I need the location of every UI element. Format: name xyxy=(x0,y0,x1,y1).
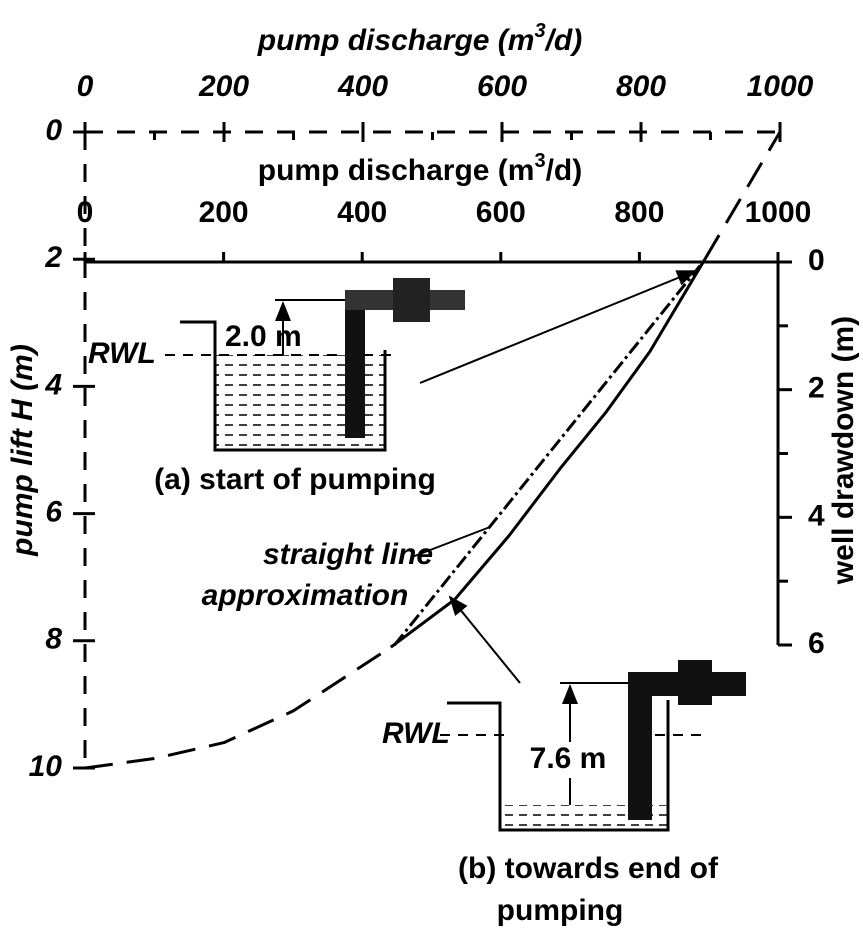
inset-end: RWL 7.6 m (b) towards end of pumping xyxy=(382,660,746,927)
x2-tick-label: 1000 xyxy=(745,196,812,229)
y2-axis-title: well drawdown (m) xyxy=(827,316,860,585)
inset-start: RWL 2.0 m (a) start of pumping xyxy=(88,278,465,496)
pump xyxy=(393,278,430,322)
y-tick-label: 10 xyxy=(29,750,63,783)
x2-tick-label: 400 xyxy=(337,196,387,229)
y2-tick-label: 6 xyxy=(808,627,825,660)
x-axis-title: pump discharge (m3/d) xyxy=(257,20,583,57)
curve xyxy=(703,131,782,260)
x2-tick-label: 0 xyxy=(77,196,94,229)
x-tick-label: 400 xyxy=(337,70,388,103)
pointer xyxy=(448,595,521,684)
x-tick-label: 800 xyxy=(616,70,666,103)
y-tick-label: 8 xyxy=(45,623,62,656)
pump xyxy=(678,660,712,705)
x-tick-label: 1000 xyxy=(747,70,814,103)
y-tick-label: 6 xyxy=(45,496,62,529)
pointer xyxy=(411,526,491,558)
rwl-label: RWL xyxy=(88,337,156,370)
curve xyxy=(389,258,707,649)
x2-tick-label: 600 xyxy=(476,196,526,229)
x-tick-label: 0 xyxy=(77,70,94,103)
lift-label: 2.0 m xyxy=(225,320,302,353)
annotation: approximation xyxy=(202,579,409,612)
x2-tick-label: 800 xyxy=(614,196,664,229)
y2-tick-label: 4 xyxy=(808,499,825,532)
inset-caption: (a) start of pumping xyxy=(154,463,436,496)
inset-caption: pumping xyxy=(497,894,624,927)
pipe xyxy=(345,290,365,438)
y-tick-label: 0 xyxy=(45,114,62,147)
lift-label: 7.6 m xyxy=(530,742,607,775)
x2-axis-title: pump discharge (m3/d) xyxy=(258,150,583,187)
well-box xyxy=(180,320,387,452)
annotation: straight line xyxy=(263,538,433,571)
curve xyxy=(393,264,702,647)
y-tick-label: 2 xyxy=(44,241,62,274)
inset-caption: (b) towards end of xyxy=(458,852,719,885)
rwl-label: RWL xyxy=(382,717,450,750)
x2-tick-label: 200 xyxy=(199,196,249,229)
curve xyxy=(84,645,392,770)
label-bg xyxy=(522,742,614,778)
pipe xyxy=(628,672,652,820)
well-box xyxy=(447,700,670,832)
y-axis-title: pump lift H (m) xyxy=(6,344,39,557)
y2-tick-label: 0 xyxy=(808,244,825,277)
x-tick-label: 200 xyxy=(198,70,249,103)
pointer xyxy=(419,270,697,384)
x-tick-label: 600 xyxy=(477,70,527,103)
y-tick-label: 4 xyxy=(44,368,62,401)
y2-tick-label: 2 xyxy=(808,372,825,405)
